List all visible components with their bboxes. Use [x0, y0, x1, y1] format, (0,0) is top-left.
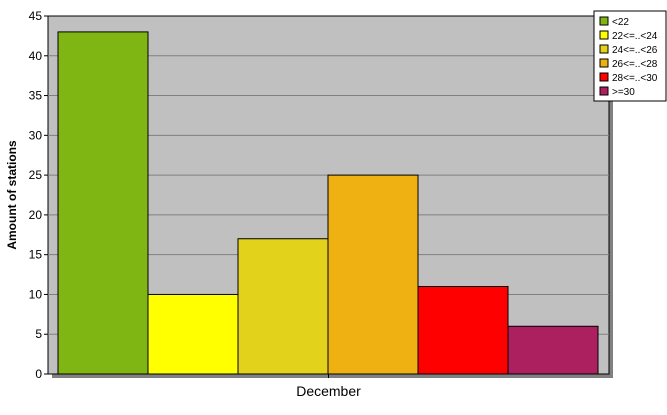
legend-label: 22<=..<24	[612, 31, 658, 42]
y-tick-label: 20	[29, 208, 43, 222]
bar	[147, 293, 239, 375]
y-tick-label: 25	[29, 168, 43, 182]
bar	[327, 174, 419, 375]
legend-swatch	[599, 44, 609, 54]
legend-swatch	[599, 58, 609, 68]
legend-label: 24<=..<26	[612, 45, 658, 56]
y-tick-label: 35	[29, 89, 43, 103]
y-tick-label: 15	[29, 248, 43, 262]
y-tick-label: 5	[35, 327, 42, 341]
legend-label: 28<=..<30	[612, 73, 658, 84]
x-category-label: December	[296, 383, 361, 399]
bar	[507, 325, 599, 375]
x-axis: December	[296, 374, 361, 399]
y-tick-label: 0	[35, 367, 42, 381]
y-tick-label: 45	[29, 9, 43, 23]
legend-swatch	[599, 86, 609, 96]
bars	[57, 31, 599, 375]
y-tick-label: 10	[29, 287, 43, 301]
bar	[237, 238, 329, 375]
bar	[417, 285, 509, 375]
bar	[57, 31, 149, 375]
y-axis-title: Amount of stations	[5, 140, 19, 250]
legend-label: <22	[612, 17, 629, 28]
y-tick-label: 30	[29, 128, 43, 142]
y-tick-label: 40	[29, 49, 43, 63]
legend-label: >=30	[612, 87, 635, 98]
legend: <22 22<=..<24 24<=..<26 26<=..<28 28<=..<30 >…	[593, 10, 667, 102]
y-axis: 0 5 10 15 20 25 30 35 40 45	[29, 9, 48, 381]
legend-swatch	[599, 30, 609, 40]
legend-swatch	[599, 72, 609, 82]
legend-box	[593, 10, 667, 102]
legend-swatch	[599, 16, 609, 26]
legend-label: 26<=..<28	[612, 59, 658, 70]
